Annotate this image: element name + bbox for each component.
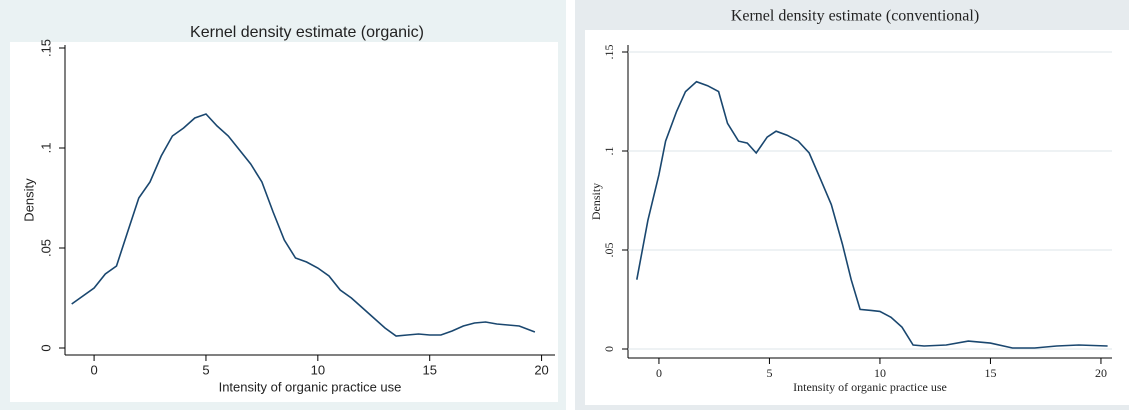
x-axis-label: Intensity of organic practice use [793, 380, 947, 394]
y-tick-label: .1 [38, 143, 53, 154]
y-tick-label: .15 [38, 39, 53, 57]
x-tick-label: 0 [90, 362, 97, 377]
x-tick-label: 20 [1095, 366, 1107, 380]
plot-background [10, 42, 558, 402]
x-tick-label: 10 [311, 362, 325, 377]
y-tick-label: 0 [38, 344, 53, 351]
x-tick-label: 0 [656, 366, 662, 380]
plot-background [585, 30, 1129, 405]
chart-title: Kernel density estimate (organic) [190, 24, 424, 41]
density-line [636, 80, 1108, 349]
y-tick-label: 0 [602, 346, 616, 352]
x-tick-label: 20 [534, 362, 548, 377]
chart: Kernel density estimate (conventional) In… [585, 8, 1129, 405]
x-tick-label: 5 [202, 362, 209, 377]
density-line [71, 113, 536, 337]
y-tick-label: .1 [602, 147, 616, 156]
y-axis-label: Density [21, 178, 36, 222]
y-tick-label: .05 [38, 239, 53, 257]
y-tick-label: .15 [602, 45, 616, 60]
x-axis-label: Intensity of organic practice use [219, 379, 402, 394]
y-axis-label: Density [589, 183, 603, 220]
x-tick-label: 15 [984, 366, 996, 380]
chart-title: Kernel density estimate (conventional) [731, 8, 979, 25]
x-tick-label: 10 [874, 366, 886, 380]
x-tick-label: 15 [422, 362, 436, 377]
x-tick-label: 5 [766, 366, 772, 380]
y-tick-label: .05 [602, 243, 616, 258]
chart: Kernel density estimate (organic) Intensi… [10, 24, 558, 402]
